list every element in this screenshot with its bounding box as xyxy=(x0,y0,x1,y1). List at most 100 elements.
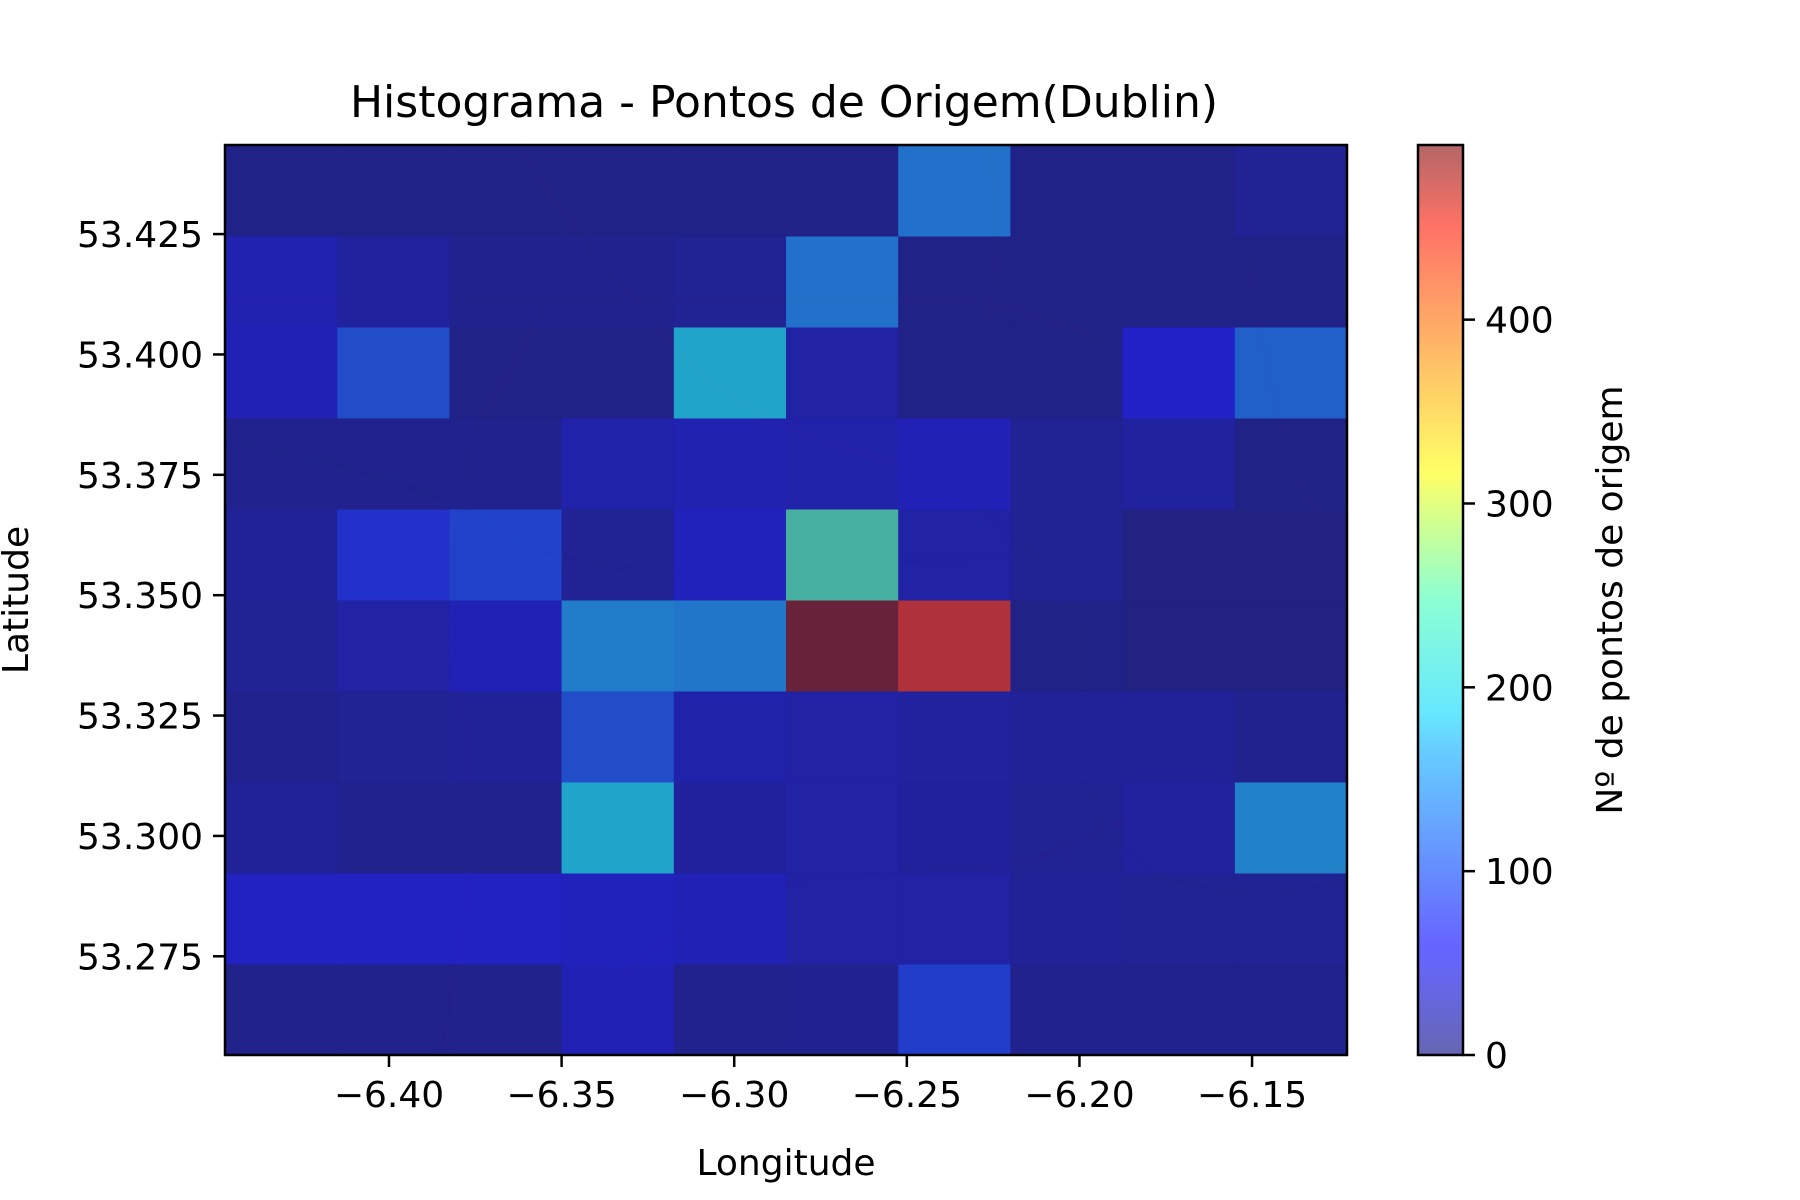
heatmap-cell xyxy=(1234,873,1348,965)
heatmap-cell xyxy=(225,327,338,419)
heatmap-cell xyxy=(225,236,338,328)
heatmap-cell xyxy=(673,236,787,328)
heatmap-cell xyxy=(449,327,563,419)
heatmap-cell xyxy=(449,509,563,601)
heatmap-cell xyxy=(449,600,563,692)
heatmap-cell xyxy=(225,873,338,965)
heatmap-cell xyxy=(1010,236,1124,328)
colorbar-tick-label: 400 xyxy=(1485,301,1554,342)
x-tick-label: −6.30 xyxy=(679,1075,789,1116)
x-axis-label: Longitude xyxy=(696,1143,875,1184)
colorbar-frame xyxy=(1416,143,1465,1057)
x-tick-label: −6.20 xyxy=(1024,1075,1134,1116)
heatmap-cell xyxy=(561,509,675,601)
heatmap-cell xyxy=(673,509,787,601)
heatmap-cell xyxy=(337,873,450,965)
colorbar-tick-label: 0 xyxy=(1485,1036,1508,1077)
heatmap-cell xyxy=(898,873,1011,965)
heatmap-cell xyxy=(898,509,1011,601)
y-tick-label: 53.425 xyxy=(77,215,203,256)
heatmap-cell xyxy=(561,145,675,237)
heatmap-cell xyxy=(898,236,1011,328)
heatmap-cell xyxy=(1010,327,1124,419)
colorbar-ticks: 0 100 200 300 400 xyxy=(1463,301,1554,1077)
heatmap-cell xyxy=(1234,418,1348,510)
heatmap-cell xyxy=(673,418,787,510)
heatmap-cell xyxy=(449,964,563,1056)
heatmap-cell xyxy=(786,600,899,692)
colorbar: 0 100 200 300 400 xyxy=(1416,143,1554,1077)
heatmap-cell xyxy=(561,873,675,965)
heatmap-cells xyxy=(225,145,1348,1056)
heatmap-cell xyxy=(1234,145,1348,237)
heatmap-cell xyxy=(337,509,450,601)
heatmap-cell xyxy=(786,236,899,328)
heatmap-cell xyxy=(898,964,1011,1056)
heatmap-cell xyxy=(1122,236,1236,328)
heatmap-cell xyxy=(561,327,675,419)
y-tick-label: 53.275 xyxy=(77,937,203,978)
heatmap-cell xyxy=(1234,509,1348,601)
chart-title: Histograma - Pontos de Origem(Dublin) xyxy=(350,77,1218,128)
heatmap-cell xyxy=(449,418,563,510)
heatmap-cell xyxy=(1122,691,1236,783)
heatmap-cell xyxy=(449,145,563,237)
colorbar-tick-label: 200 xyxy=(1485,668,1554,709)
heatmap-cell xyxy=(337,782,450,874)
heatmap-cell xyxy=(1010,600,1124,692)
y-tick-label: 53.400 xyxy=(77,335,203,376)
heatmap-cell xyxy=(786,418,899,510)
colorbar-tick-label: 300 xyxy=(1485,484,1554,525)
heatmap-cell xyxy=(1234,236,1348,328)
heatmap-cell xyxy=(561,600,675,692)
heatmap-cell xyxy=(673,873,787,965)
heatmap-cell xyxy=(1010,418,1124,510)
heatmap-cell xyxy=(1234,600,1348,692)
heatmap-cell xyxy=(225,964,338,1056)
heatmap-cell xyxy=(673,327,787,419)
heatmap-cell xyxy=(898,782,1011,874)
plot-frame xyxy=(223,143,1349,1057)
heatmap-cell xyxy=(1122,600,1236,692)
heatmap-cell xyxy=(337,600,450,692)
heatmap-cell xyxy=(786,873,899,965)
heatmap-cell xyxy=(898,145,1011,237)
heatmap-cell xyxy=(1122,327,1236,419)
heatmap-cell xyxy=(449,873,563,965)
heatmap-cell xyxy=(1010,964,1124,1056)
heatmap-cell xyxy=(1122,873,1236,965)
heatmap-cell xyxy=(1010,782,1124,874)
heatmap-cell xyxy=(1122,782,1236,874)
heatmap-cell xyxy=(337,418,450,510)
heatmap-cell xyxy=(225,782,338,874)
heatmap-cell xyxy=(1234,964,1348,1056)
colorbar-tick-label: 100 xyxy=(1485,852,1554,893)
y-axis: 53.275 53.300 53.325 53.350 53.375 53.400 53.4… xyxy=(77,215,225,978)
heatmap-cell xyxy=(898,691,1011,783)
heatmap-cell xyxy=(1234,327,1348,419)
heatmap-cell xyxy=(673,782,787,874)
heatmap-cell xyxy=(673,691,787,783)
heatmap-cell xyxy=(561,236,675,328)
x-tick-label: −6.35 xyxy=(506,1075,616,1116)
colorbar-gradient xyxy=(1418,145,1463,1055)
colorbar-label: Nº de pontos de origem xyxy=(1590,385,1631,814)
heatmap-cell xyxy=(225,145,338,237)
heatmap-cell xyxy=(673,600,787,692)
heatmap-cell xyxy=(337,964,450,1056)
y-tick-label: 53.325 xyxy=(77,697,203,738)
heatmap-cell xyxy=(1234,691,1348,783)
heatmap-cell xyxy=(337,691,450,783)
heatmap-cell xyxy=(1010,691,1124,783)
heatmap-cell xyxy=(449,782,563,874)
heatmap-cell xyxy=(1010,873,1124,965)
heatmap-cell xyxy=(449,691,563,783)
heatmap-cell xyxy=(1010,145,1124,237)
heatmap-cell xyxy=(898,600,1011,692)
heatmap-cell xyxy=(786,691,899,783)
heatmap-cell xyxy=(786,964,899,1056)
heatmap-cell xyxy=(1234,782,1348,874)
heatmap-cell xyxy=(786,145,899,237)
heatmap-cell xyxy=(561,782,675,874)
